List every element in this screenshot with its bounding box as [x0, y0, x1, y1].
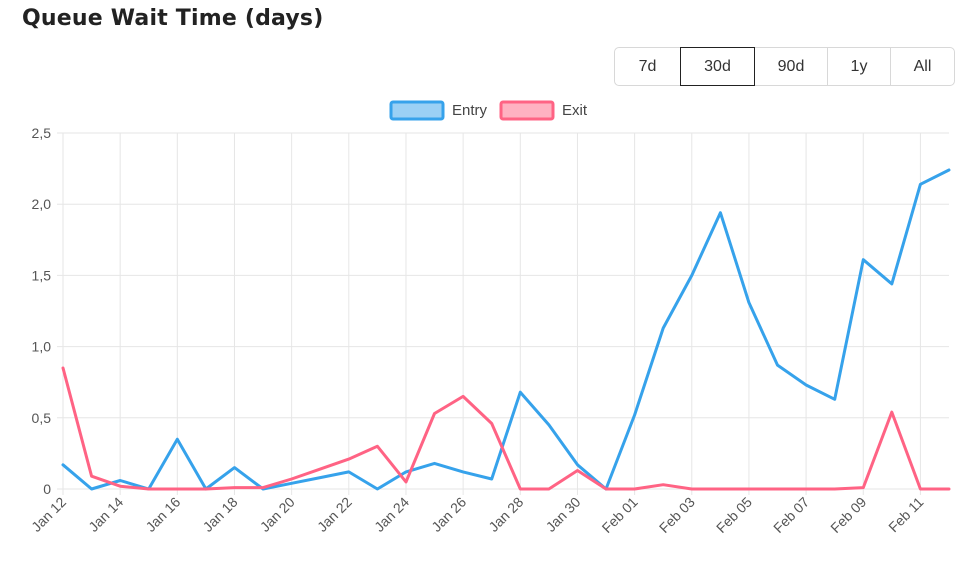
legend-label: Entry [452, 102, 488, 119]
x-tick-label: Jan 22 [314, 494, 355, 535]
legend-item-entry[interactable]: Entry [389, 100, 488, 121]
x-tick-label: Jan 28 [485, 494, 526, 535]
legend-label: Exit [562, 102, 588, 119]
x-tick-label: Jan 26 [428, 494, 469, 535]
y-tick-label: 0,5 [32, 410, 52, 426]
range-button-1y[interactable]: 1y [827, 48, 890, 85]
range-button-all[interactable]: All [890, 48, 954, 85]
x-tick-label: Jan 16 [142, 494, 183, 535]
chart-title: Queue Wait Time (days) [22, 6, 324, 31]
legend-item-exit[interactable]: Exit [499, 100, 588, 121]
range-button-90d[interactable]: 90d [754, 48, 827, 85]
range-button-7d[interactable]: 7d [615, 48, 680, 85]
legend-swatch [389, 100, 445, 121]
y-axis-ticks: 0 0,5 1,0 1,5 2,0 2,5 [32, 125, 52, 497]
x-axis-ticks: Jan 12 Jan 14 Jan 16 Jan 18 Jan 20 Jan 22 Jan … [28, 494, 927, 536]
x-tick-label: Feb 03 [656, 494, 698, 536]
time-range-selector: 7d 30d 90d 1y All [614, 47, 955, 86]
x-tick-label: Feb 09 [827, 494, 869, 536]
chart-series [61, 168, 951, 491]
x-tick-label: Feb 05 [713, 494, 755, 536]
x-tick-label: Jan 24 [371, 494, 412, 535]
x-tick-label: Jan 30 [543, 494, 584, 535]
y-tick-label: 1,0 [32, 339, 52, 355]
y-tick-label: 1,5 [32, 267, 52, 283]
x-tick-label: Feb 11 [885, 494, 927, 536]
series-line-exit [61, 366, 951, 491]
x-tick-label: Feb 01 [599, 494, 641, 536]
chart-grid [57, 132, 949, 495]
y-tick-label: 2,5 [32, 125, 52, 141]
y-tick-label: 0 [43, 481, 51, 497]
series-line-entry [61, 168, 951, 491]
x-tick-label: Jan 12 [28, 494, 69, 535]
x-tick-label: Feb 07 [770, 494, 812, 536]
y-tick-label: 2,0 [32, 196, 52, 212]
legend-swatch [499, 100, 555, 121]
x-tick-label: Jan 20 [257, 494, 298, 535]
x-tick-label: Jan 14 [85, 494, 126, 535]
x-tick-label: Jan 18 [200, 494, 241, 535]
range-button-30d[interactable]: 30d [680, 47, 755, 86]
chart-legend: Entry Exit [389, 100, 588, 121]
